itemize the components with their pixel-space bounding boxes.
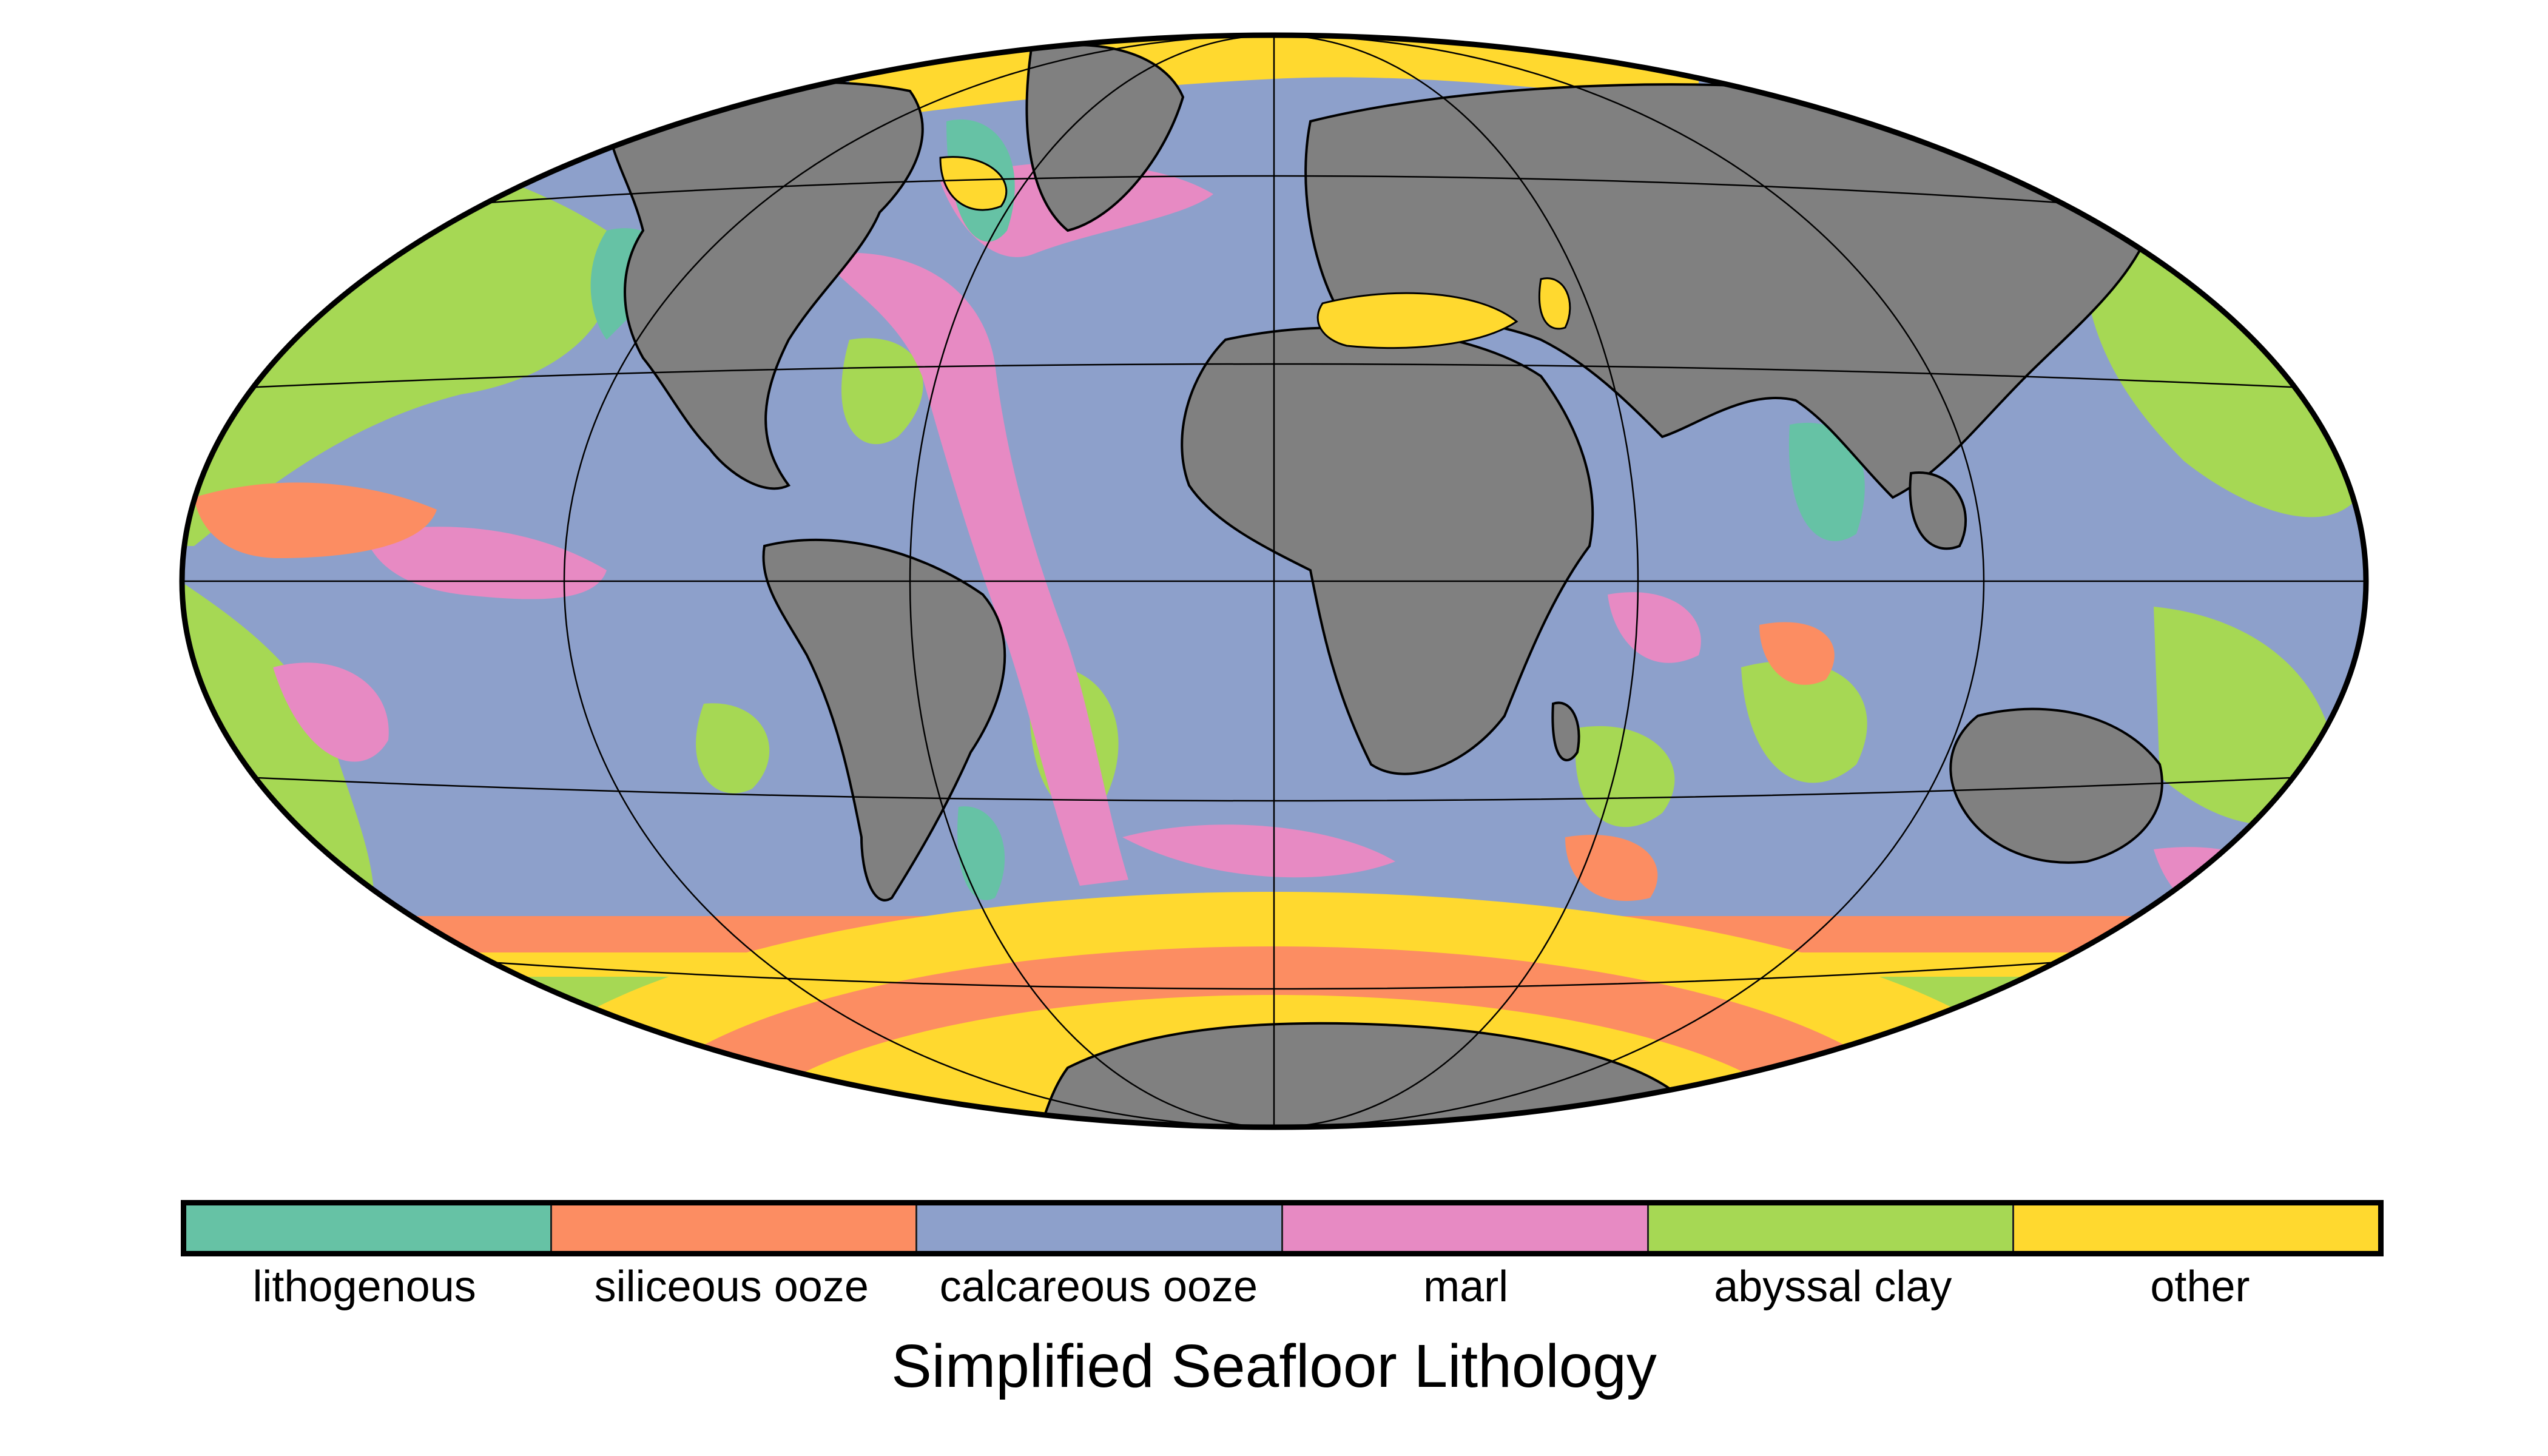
seafloor-lithology-map — [179, 32, 2369, 1130]
parallel-south-1 — [230, 775, 2318, 802]
legend-swatch-siliceous-ooze — [551, 1205, 918, 1251]
meridian-ellipse-2 — [909, 35, 1639, 1127]
atlantic-ridge-marl — [819, 252, 1128, 886]
parallel-north-1 — [436, 175, 2112, 207]
africa — [1181, 326, 1594, 775]
legend-label-marl: marl — [1423, 1262, 1509, 1311]
indian-west-abyssal-clay — [1575, 726, 1675, 827]
hudson-bay-other — [939, 156, 1008, 211]
argentine-lithogenous — [957, 806, 1005, 900]
legend-swatch-lithogenous — [186, 1205, 552, 1251]
south-atlantic-marl — [1122, 824, 1395, 878]
legend-swatch-abyssal-clay — [1648, 1205, 2015, 1251]
madagascar — [1551, 701, 1580, 761]
map-title: Simplified Seafloor Lithology — [891, 1332, 1657, 1400]
legend-label-abyssal-clay: abyssal clay — [1714, 1262, 1952, 1311]
legend-swatch-other — [2014, 1205, 2379, 1251]
legend-label-lithogenous: lithogenous — [252, 1262, 476, 1311]
bay-of-bengal-lithogenous — [1788, 422, 1865, 541]
legend-swatch-calcareous-ooze — [917, 1205, 1284, 1251]
indochina-islands — [1909, 471, 1967, 550]
pacific-south-marl — [273, 662, 389, 762]
lithology-colorbar — [181, 1200, 2384, 1256]
parallel-north-2 — [230, 363, 2318, 389]
pacific-equatorial-siliceous-ooze — [194, 482, 437, 558]
legend-label-siliceous-ooze: siliceous ooze — [594, 1262, 869, 1311]
map-outline — [179, 32, 2369, 1130]
graticule — [182, 35, 2366, 1127]
indian-east-abyssal-clay — [1741, 661, 1867, 783]
legend-swatch-marl — [1283, 1205, 1649, 1251]
indian-marl — [1608, 592, 1701, 663]
tasman-marl — [2154, 847, 2287, 920]
pacific-nw-abyssal-clay — [2083, 182, 2366, 517]
antarctica — [1030, 1022, 1677, 1127]
atlantic-north-abyssal-clay — [841, 338, 923, 445]
mediterranean-other — [1316, 292, 1518, 349]
map-body — [182, 35, 2366, 1127]
greenland — [1025, 43, 1185, 232]
australia — [1949, 707, 2163, 864]
indian-siliceous-ooze — [1759, 622, 1835, 685]
legend-labels: lithogenous siliceous ooze calcareous oo… — [181, 1262, 2384, 1312]
caspian-other — [1538, 277, 1571, 330]
pacific-east-abyssal-clay — [696, 703, 770, 794]
meridian-ellipse-1 — [563, 35, 1985, 1127]
indian-south-siliceous-ooze — [1565, 835, 1658, 902]
parallel-south-2 — [436, 957, 2112, 990]
legend-label-calcareous-ooze: calcareous ooze — [939, 1262, 1258, 1311]
pacific-sw-abyssal-clay — [2154, 607, 2336, 825]
legend-label-other: other — [2150, 1262, 2250, 1311]
